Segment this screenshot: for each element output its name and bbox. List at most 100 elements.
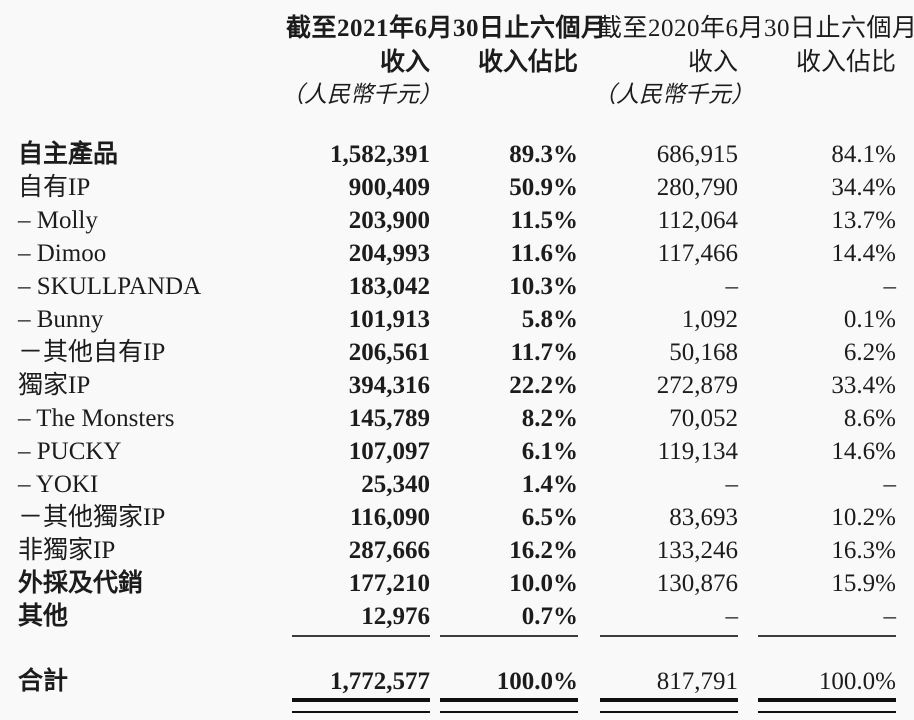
share-2020-cell: 14.6% — [831, 438, 896, 465]
revenue-2021-cell: 25,340 — [361, 471, 430, 498]
revenue-2020-cell: 280,790 — [656, 174, 738, 201]
row-label: – Molly — [18, 207, 98, 234]
spacer — [18, 643, 896, 665]
row-label: – SKULLPANDA — [18, 273, 202, 300]
row-label: – YOKI — [18, 471, 99, 498]
row-label: 獨家IP — [18, 372, 91, 399]
share-2021-cell: 22.2% — [509, 372, 578, 399]
revenue-2020-cell: 119,134 — [657, 438, 738, 465]
revenue-2021-cell: 206,561 — [348, 339, 430, 366]
revenue-2020-cell: 117,466 — [657, 240, 738, 267]
table-row: – Dimoo 204,993 11.6% 117,466 14.4% — [18, 237, 896, 270]
revenue-2020-cell: 50,168 — [669, 339, 738, 366]
revenue-2021-cell: 12,976 — [361, 603, 430, 630]
total-share-2021: 100.0% — [496, 668, 578, 695]
share-2020-cell: 8.6% — [843, 405, 896, 432]
share-2020-cell: 6.2% — [843, 339, 896, 366]
row-label: 自主產品 — [18, 141, 119, 168]
share-2020-cell: – — [883, 603, 897, 630]
revenue-2021-cell: 900,409 — [348, 174, 430, 201]
subtotal-rule-row — [18, 633, 896, 643]
share-2021-cell: 11.7% — [510, 339, 578, 366]
revenue-2020-cell: – — [725, 471, 739, 498]
revenue-2020-cell: 133,246 — [656, 537, 738, 564]
revenue-2021-cell: 204,993 — [348, 240, 430, 267]
share-2020-cell: 13.7% — [831, 207, 896, 234]
double-rule — [600, 698, 738, 713]
share-2021-cell: 11.5% — [510, 207, 578, 234]
table-row: – Bunny 101,913 5.8% 1,092 0.1% — [18, 303, 896, 336]
currency-unit-2020: （人民幣千元） — [593, 82, 754, 107]
row-label: – Dimoo — [18, 240, 107, 267]
column-rule — [440, 635, 578, 637]
share-2020-cell: 10.2% — [831, 504, 896, 531]
share-2021-cell: 1.4% — [521, 471, 578, 498]
total-row: 合計 1,772,577 100.0% 817,791 100.0% — [18, 665, 896, 698]
revenue-table: 自主產品 1,582,391 89.3% 686,915 84.1% 自有IP … — [18, 138, 896, 713]
period-2021-title: 截至2021年6月30日止六個月 — [286, 15, 607, 42]
table-row: 自有IP 900,409 50.9% 280,790 34.4% — [18, 171, 896, 204]
column-header-share-2021: 收入佔比 — [477, 49, 578, 76]
table-rows: 自主產品 1,582,391 89.3% 686,915 84.1% 自有IP … — [18, 138, 896, 633]
row-label: – PUCKY — [18, 438, 122, 465]
table-row: – SKULLPANDA 183,042 10.3% – – — [18, 270, 896, 303]
share-2021-cell: 8.2% — [521, 405, 578, 432]
row-label: －其他獨家IP — [18, 504, 166, 531]
revenue-2021-cell: 101,913 — [348, 306, 430, 333]
row-label: 其他 — [18, 603, 69, 630]
total-rule-row — [18, 698, 896, 713]
revenue-2020-cell: 83,693 — [669, 504, 738, 531]
total-revenue-2021: 1,772,577 — [330, 668, 430, 695]
column-rule — [292, 635, 430, 637]
share-2020-cell: 15.9% — [831, 570, 896, 597]
share-2021-cell: 10.0% — [509, 570, 578, 597]
revenue-2020-cell: 1,092 — [681, 306, 738, 333]
revenue-2021-cell: 203,900 — [348, 207, 430, 234]
revenue-2021-cell: 116,090 — [350, 504, 430, 531]
period-2020-title: 截至2020年6月30日止六個月 — [597, 15, 914, 42]
revenue-2020-cell: 112,064 — [657, 207, 738, 234]
total-revenue-2020: 817,791 — [656, 668, 738, 695]
double-rule — [292, 698, 430, 713]
share-2020-cell: 14.4% — [831, 240, 896, 267]
revenue-2021-cell: 177,210 — [348, 570, 430, 597]
share-2021-cell: 10.3% — [509, 273, 578, 300]
revenue-2020-cell: 70,052 — [669, 405, 738, 432]
revenue-2021-cell: 1,582,391 — [330, 141, 430, 168]
table-row: – Molly 203,900 11.5% 112,064 13.7% — [18, 204, 896, 237]
total-share-2020: 100.0% — [818, 668, 896, 695]
table-row: 外採及代銷 177,210 10.0% 130,876 15.9% — [18, 567, 896, 600]
table-row: – YOKI 25,340 1.4% – – — [18, 468, 896, 501]
share-2021-cell: 50.9% — [509, 174, 578, 201]
total-label: 合計 — [18, 668, 69, 695]
share-2021-cell: 5.8% — [521, 306, 578, 333]
row-label: －其他自有IP — [18, 339, 166, 366]
revenue-2021-cell: 145,789 — [348, 405, 430, 432]
revenue-2020-cell: 272,879 — [656, 372, 738, 399]
table-row: 獨家IP 394,316 22.2% 272,879 33.4% — [18, 369, 896, 402]
table-row: – PUCKY 107,097 6.1% 119,134 14.6% — [18, 435, 896, 468]
revenue-2021-cell: 183,042 — [348, 273, 430, 300]
column-rule — [758, 635, 896, 637]
double-rule — [758, 698, 896, 713]
share-2021-cell: 16.2% — [509, 537, 578, 564]
share-2021-cell: 89.3% — [509, 141, 578, 168]
revenue-2020-cell: – — [725, 273, 739, 300]
share-2020-cell: – — [883, 471, 897, 498]
table-row: －其他獨家IP 116,090 6.5% 83,693 10.2% — [18, 501, 896, 534]
share-2021-cell: 6.5% — [521, 504, 578, 531]
row-label: 自有IP — [18, 174, 91, 201]
share-2021-cell: 0.7% — [521, 603, 578, 630]
share-2020-cell: 0.1% — [843, 306, 896, 333]
share-2021-cell: 11.6% — [510, 240, 578, 267]
double-rule — [440, 698, 578, 713]
column-header-revenue-2021: 收入 — [379, 49, 430, 76]
share-2020-cell: 34.4% — [831, 174, 896, 201]
row-label: – The Monsters — [18, 405, 175, 432]
revenue-2021-cell: 107,097 — [348, 438, 430, 465]
column-rule — [600, 635, 738, 637]
revenue-2020-cell: – — [725, 603, 739, 630]
table-row: －其他自有IP 206,561 11.7% 50,168 6.2% — [18, 336, 896, 369]
table-row: 非獨家IP 287,666 16.2% 133,246 16.3% — [18, 534, 896, 567]
